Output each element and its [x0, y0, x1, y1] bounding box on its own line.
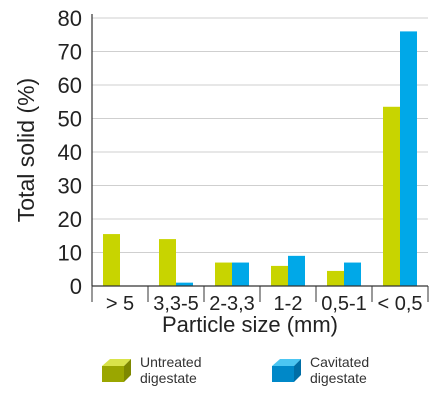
x-tick-label: 2-3,3 — [209, 293, 255, 315]
untreated-label-line2: digestate — [140, 370, 197, 386]
x-tick-label: > 5 — [106, 293, 134, 315]
bar-untreated — [327, 270, 344, 286]
bar-untreated — [271, 265, 288, 286]
axes — [91, 14, 429, 302]
bars — [103, 31, 417, 287]
bar-untreated — [215, 262, 232, 286]
bar-cavitated — [400, 31, 417, 287]
y-tick-label: 60 — [58, 73, 82, 98]
x-axis-label: Particle size (mm) — [162, 312, 338, 337]
cavitated-label-line2: digestate — [310, 370, 367, 386]
x-tick-label: 0,5-1 — [321, 293, 367, 315]
bar-cavitated — [344, 262, 361, 286]
x-tick-label: 1-2 — [274, 293, 303, 315]
y-tick-label: 80 — [58, 6, 82, 31]
grid-lines — [92, 17, 428, 253]
bar-untreated — [103, 234, 120, 286]
y-axis-label: Total solid (%) — [13, 78, 39, 222]
bar-untreated — [159, 239, 176, 286]
y-tick-label: 10 — [58, 241, 82, 266]
cavitated-label-line1: Cavitated — [310, 354, 370, 370]
bar-cavitated — [232, 262, 249, 286]
x-tick-label: < 0,5 — [377, 293, 422, 315]
y-tick-label: 20 — [58, 207, 82, 232]
y-tick-label: 0 — [70, 274, 82, 299]
y-tick-label: 40 — [58, 140, 82, 165]
bar-untreated — [383, 106, 400, 287]
cavitated-swatch-icon — [272, 359, 301, 382]
bar-cavitated — [288, 255, 305, 286]
y-tick-label: 70 — [58, 40, 82, 65]
x-tick-label: 3,3-5 — [153, 293, 199, 315]
x-tick-labels: > 5 3,3-5 2-3,3 1-2 0,5-1 < 0,5 — [106, 293, 423, 315]
untreated-label-line1: Untreated — [140, 354, 202, 370]
y-tick-label: 30 — [58, 174, 82, 199]
legend-cavitated: Cavitated digestate — [270, 354, 400, 386]
y-tick-labels: 0 10 20 30 40 50 60 70 80 — [58, 6, 82, 299]
y-tick-label: 50 — [58, 107, 82, 132]
bar-chart: 0 10 20 30 40 50 60 70 80 > 5 3,3-5 2-3,3 1-2 0,5-1 <… — [13, 6, 429, 337]
legend-untreated: Untreated digestate — [100, 354, 230, 386]
untreated-swatch-icon — [102, 359, 131, 382]
bar-cavitated — [176, 282, 193, 286]
